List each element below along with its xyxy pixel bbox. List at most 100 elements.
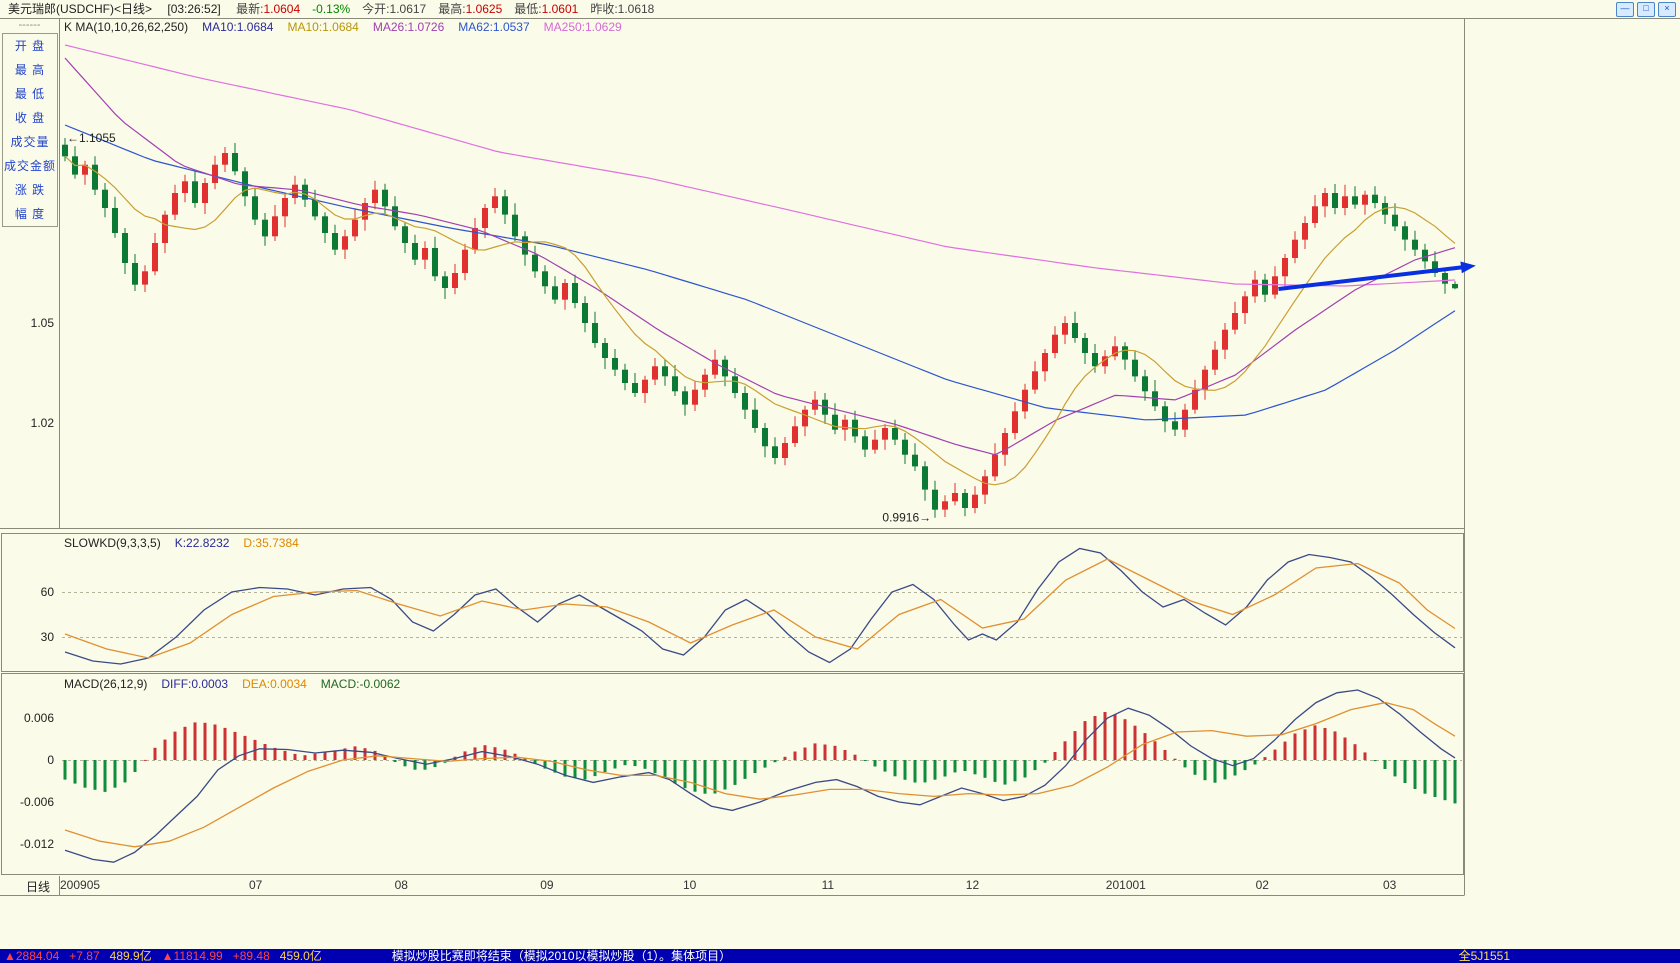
macd-bar-negative <box>1393 760 1397 777</box>
kd-panel[interactable]: 60 30 <box>41 547 1456 665</box>
macd-bar-positive <box>843 750 847 760</box>
candle-down <box>662 366 668 377</box>
sidebar-item-1[interactable]: 最 高 <box>14 63 46 77</box>
candle-down <box>1412 239 1418 250</box>
candle-down <box>1142 376 1148 392</box>
macd-bar-negative <box>93 760 97 790</box>
candle-up <box>1232 313 1238 330</box>
candle-down <box>1122 346 1128 360</box>
macd-bar-positive <box>213 724 217 760</box>
sidebar-item-3[interactable]: 收 盘 <box>14 111 46 125</box>
macd-bar-positive <box>803 747 807 760</box>
price-panel[interactable]: 1.05 1.02 ←1.1055 0.9916→ <box>31 44 1476 525</box>
candle-up <box>562 283 568 300</box>
candle-down <box>1452 284 1458 289</box>
macd-bar-negative <box>973 760 977 775</box>
macd-bar-negative <box>663 760 667 779</box>
ma-line-ma62 <box>64 124 1456 421</box>
sidebar-item-5[interactable]: 成交金额 <box>3 159 56 173</box>
candle-up <box>352 219 358 237</box>
candle-up <box>272 216 278 237</box>
quote-field-label: 今开: <box>362 2 390 16</box>
candle-up <box>372 189 378 203</box>
candle-up <box>212 164 218 183</box>
restore-button[interactable]: □ <box>1637 2 1655 17</box>
macd-bar-negative <box>593 760 597 777</box>
ticker-segment-0: ▲2884.04 <box>4 949 60 963</box>
candle-down <box>1092 353 1098 367</box>
macd-bar-negative <box>753 760 757 773</box>
candle-down <box>1372 194 1378 203</box>
sidebar-item-0[interactable]: 开 盘 <box>14 39 46 53</box>
macd-panel-box <box>1 673 1464 875</box>
candle-down <box>752 409 758 428</box>
indicator-label: SLOWKD(9,3,3,5) <box>64 536 161 550</box>
macd-bar-negative <box>123 760 127 783</box>
candle-up <box>882 428 888 440</box>
candle-up <box>1272 276 1278 295</box>
macd-bar-negative <box>1373 760 1377 762</box>
candle-down <box>402 226 408 243</box>
quote-field-value: 1.0618 <box>617 2 655 16</box>
macd-bar-negative <box>1253 760 1257 765</box>
price-legend: K MA(10,10,26,62,250) MA10:1.0684 MA10:1.0… <box>64 20 636 34</box>
quote-fields: 最新:1.0604 -0.13% 今开:1.0617 最高:1.0625 最低:1.06… <box>236 2 666 16</box>
candle-down <box>582 303 588 323</box>
quote-field-value: 1.0617 <box>389 2 427 16</box>
ticker-notice[interactable]: 模拟炒股比赛即将结束（模拟2010以模拟炒股（1）。集体项目） <box>391 949 732 963</box>
candle-down <box>922 466 928 490</box>
kd-line-d <box>64 558 1456 659</box>
quote-time: [03:26:52] <box>167 2 221 16</box>
macd-bar-negative <box>1383 760 1387 769</box>
candle-up <box>1042 353 1048 372</box>
macd-bar-negative <box>603 760 607 772</box>
ma-line-ma10 <box>64 155 1456 486</box>
macd-bar-negative <box>1213 760 1217 783</box>
macd-panel[interactable]: 0.006 0 -0.006 -0.012 <box>20 689 1457 863</box>
candle-up <box>452 273 458 288</box>
macd-bar-positive <box>793 751 797 760</box>
candle-up <box>1342 196 1348 208</box>
macd-bar-positive <box>243 735 247 760</box>
macd-bar-positive <box>343 748 347 760</box>
candle-down <box>102 189 108 208</box>
macd-bar-negative <box>873 760 877 767</box>
sidebar-item-7[interactable]: 幅 度 <box>14 207 46 221</box>
sidebar-item-6[interactable]: 涨 跌 <box>14 183 46 197</box>
candle-up <box>1202 369 1208 390</box>
indicator-label: MA26:1.0726 <box>372 20 445 34</box>
candle-up <box>482 208 488 228</box>
x-tick-201001: 201001 <box>1105 878 1146 892</box>
minimize-button[interactable]: — <box>1616 2 1634 17</box>
macd-bar-positive <box>1293 733 1297 760</box>
macd-ytick: 0.006 <box>24 711 54 725</box>
kd-legend: SLOWKD(9,3,3,5) K:22.8232 D:35.7384 <box>64 536 313 550</box>
sidebar-item-2[interactable]: 最 低 <box>14 87 46 101</box>
candle-down <box>672 376 678 392</box>
macd-bar-positive <box>353 746 357 760</box>
candle-up <box>82 164 88 175</box>
candle-down <box>412 243 418 260</box>
candle-down <box>132 263 138 285</box>
candle-down <box>612 358 618 370</box>
macd-bar-negative <box>393 760 397 762</box>
macd-ytick: -0.006 <box>20 795 54 809</box>
macd-bar-positive <box>1173 758 1177 760</box>
macd-bar-positive <box>163 739 167 760</box>
macd-line-diff <box>64 689 1456 863</box>
macd-bar-positive <box>853 754 857 760</box>
candle-down <box>502 196 508 215</box>
sidebar-item-4[interactable]: 成交量 <box>10 135 50 149</box>
macd-bar-positive <box>1113 714 1117 760</box>
period-label[interactable]: 日线 <box>26 880 51 894</box>
macd-bar-positive <box>203 722 207 760</box>
candle-up <box>782 443 788 458</box>
candle-up <box>1052 334 1058 353</box>
close-button[interactable]: × <box>1658 2 1676 17</box>
macd-bar-negative <box>403 760 407 767</box>
macd-bar-positive <box>1363 752 1367 760</box>
macd-bar-positive <box>143 759 147 761</box>
sidebar-dashes: ------ <box>18 19 41 31</box>
candle-up <box>1292 239 1298 258</box>
